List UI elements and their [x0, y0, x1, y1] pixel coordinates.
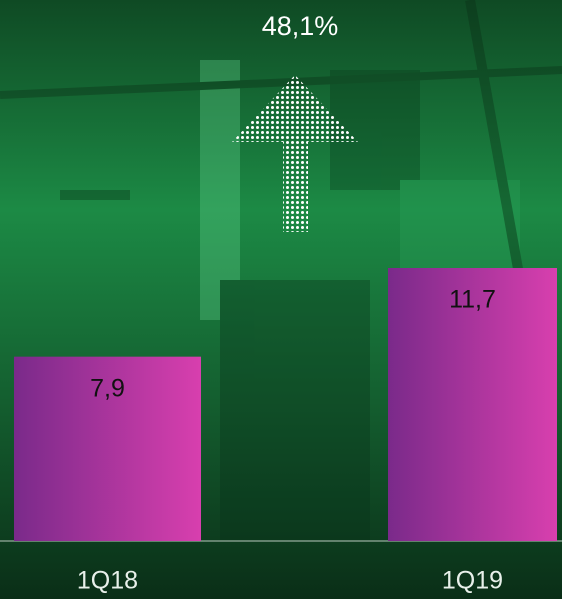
value-label: 7,9 [90, 374, 125, 402]
chart: 48,1% 7,9 1Q18 11,7 1Q19 [0, 0, 562, 599]
value-label: 11,7 [449, 286, 496, 314]
growth-annotation: 48,1% [262, 11, 339, 41]
x-tick-label: 1Q19 [442, 567, 503, 595]
x-tick-label: 1Q18 [77, 567, 138, 595]
